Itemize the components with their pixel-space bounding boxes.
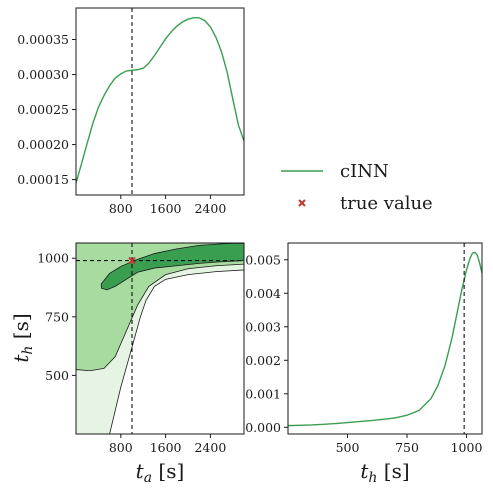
legend: cINN true value [281,161,433,214]
ta-marginal-ytick-label: 0.00025 [17,102,69,117]
joint-contour-panel: 800 1600 2400 500 750 1000 ta [s] th [s] [9,242,245,486]
th-marginal-x-axis-label: th [s] [360,459,409,486]
th-marginal-ytick-label: 0.000 [245,420,281,435]
joint-x-ticks: 800 1600 2400 [109,434,226,455]
th-marginal-cinn-line [288,251,482,427]
th-marginal-frame [287,242,483,435]
th-marginal-xtick-label: 750 [395,440,419,455]
legend-cinn-label: cINN [340,161,389,182]
legend-true-value-marker [298,199,306,207]
ta-marginal-panel: 800 1600 2400 0.00015 0.00020 0.00025 0.00030… [17,7,245,216]
joint-contour-plot-area [76,243,244,434]
joint-x-axis-label: ta [s] [136,459,185,486]
ta-marginal-xtick-label: 800 [109,201,133,216]
joint-ytick-label: 1000 [37,251,69,266]
joint-y-axis-label: th [s] [9,313,36,362]
ta-marginal-x-ticks: 800 1600 2400 [109,195,226,216]
th-marginal-panel: 500 750 1000 0.0000.0010.0020.0030.0040.00… [245,242,483,486]
ta-marginal-plot-area [76,8,244,195]
th-marginal-y-ticks: 0.000 0.001 0.002 0.003 0.004 0.005 [245,252,288,435]
joint-y-ticks: 500 750 1000 [37,251,76,383]
joint-ytick-label: 500 [45,368,69,383]
ta-marginal-xtick-label: 2400 [194,201,226,216]
ta-marginal-ytick-label: 0.00015 [17,172,69,187]
th-marginal-ytick-label: 0.001 [245,386,281,401]
legend-true-value-label: true value [340,193,433,214]
ta-marginal-xtick-label: 1600 [150,201,182,216]
th-marginal-ytick-label: 0.004 [245,286,281,301]
joint-xtick-label: 1600 [150,440,182,455]
joint-ytick-label: 750 [45,309,69,324]
joint-xtick-label: 800 [109,440,133,455]
true-value-marker [128,256,136,265]
th-marginal-xtick-label: 1000 [451,440,483,455]
th-marginal-ytick-label: 0.002 [245,353,281,368]
ta-marginal-ytick-label: 0.00035 [17,32,69,47]
ta-marginal-ytick-label: 0.00020 [17,137,69,152]
ta-marginal-cinn-line [76,17,244,184]
th-marginal-ytick-label: 0.003 [245,319,281,334]
joint-contour-frame [75,242,245,435]
ta-marginal-frame [75,7,245,196]
ta-marginal-ytick-label: 0.00030 [17,67,69,82]
th-marginal-plot-area [288,243,482,434]
th-marginal-x-ticks: 500 750 1000 [336,434,483,455]
th-marginal-xtick-label: 500 [336,440,360,455]
th-marginal-ytick-label: 0.005 [245,252,281,267]
ta-marginal-y-ticks: 0.00015 0.00020 0.00025 0.00030 0.00035 [17,32,76,187]
contour-inner [100,243,244,291]
joint-xtick-label: 2400 [194,440,226,455]
